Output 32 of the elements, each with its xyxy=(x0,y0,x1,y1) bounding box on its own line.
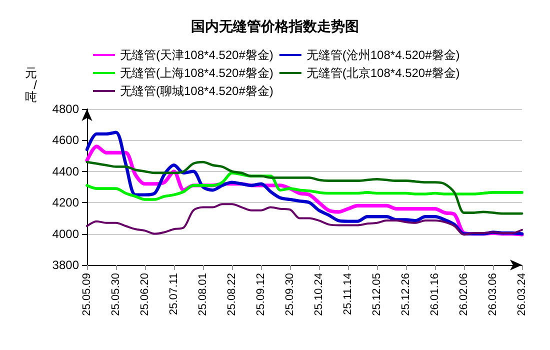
x-tick-label: 26.01.16 xyxy=(429,273,441,316)
legend-label: 无缝管(聊城108*4.520#磐金) xyxy=(120,84,274,98)
y-tick-label: 4000 xyxy=(52,226,80,241)
legend-label: 无缝管(上海108*4.520#磐金) xyxy=(120,66,274,80)
x-tick-label: 25.12.05 xyxy=(371,273,383,316)
x-tick-label: 25.06.20 xyxy=(139,273,151,316)
y-tick-label: 4200 xyxy=(52,196,80,210)
x-tick-label: 25.09.30 xyxy=(284,273,296,316)
x-tick-label: 25.05.30 xyxy=(110,273,122,316)
y-tick-label: 4800 xyxy=(52,102,80,116)
x-tick-label: 25.12.26 xyxy=(400,273,412,316)
x-tick-label: 26.03.24 xyxy=(516,273,528,316)
x-tick-label: 26.03.06 xyxy=(487,273,499,316)
x-tick-label: 25.08.22 xyxy=(226,273,238,316)
x-tick-label: 25.07.11 xyxy=(168,273,180,316)
line-series xyxy=(86,203,523,236)
x-tick-label: 26.02.06 xyxy=(458,273,470,316)
legend-label: 无缝管(天津108*4.520#磐金) xyxy=(120,48,274,62)
legend-label: 无缝管(北京108*4.520#磐金) xyxy=(306,66,460,80)
x-tick-label: 25.09.12 xyxy=(255,273,267,316)
line-series xyxy=(86,172,524,201)
chart-title: 国内无缝管价格指数走势图 xyxy=(191,18,359,34)
y-tick-label: 4600 xyxy=(52,133,80,148)
x-tick-label: 25.10.24 xyxy=(313,273,325,316)
x-tick-label: 25.08.01 xyxy=(197,273,209,316)
y-tick-label: 4400 xyxy=(52,164,80,178)
y-axis-title: 元/吨 xyxy=(25,66,38,104)
legend-label: 无缝管(沧州108*4.520#磐金) xyxy=(306,48,460,62)
line-series xyxy=(86,160,524,215)
y-tick-label: 3800 xyxy=(52,258,80,272)
x-tick-label: 25.05.09 xyxy=(81,273,93,316)
x-tick-label: 25.11.14 xyxy=(342,273,354,316)
